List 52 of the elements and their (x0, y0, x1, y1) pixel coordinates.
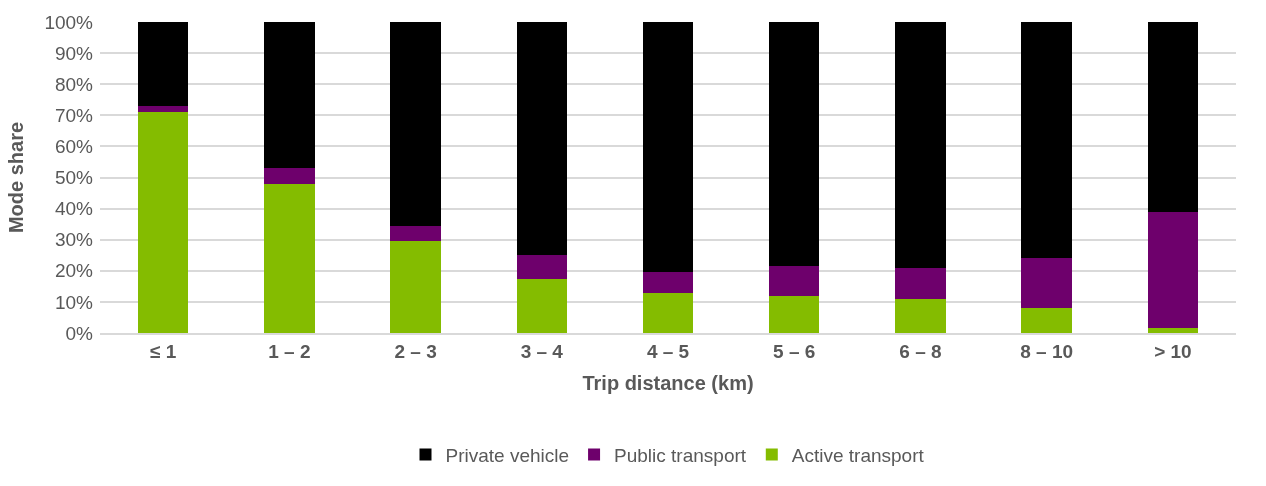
legend-label: Active transport (791, 444, 925, 466)
bar (137, 22, 189, 106)
bar (1021, 22, 1072, 259)
bar (895, 22, 946, 268)
bar (768, 266, 820, 296)
bar (1147, 22, 1199, 212)
legend-label: Private vehicle (445, 444, 570, 466)
bar (390, 22, 441, 226)
bar (1021, 308, 1072, 333)
y-axis-title: Mode share (4, 121, 27, 234)
y-tick-label: 100% (44, 11, 94, 33)
bar (642, 272, 694, 293)
y-tick-label: 30% (54, 229, 94, 251)
y-tick-label: 90% (54, 42, 94, 64)
bar (768, 295, 820, 333)
bar (642, 292, 694, 333)
y-tick-label: 70% (54, 104, 94, 126)
bar (516, 255, 568, 279)
y-tick-label: 50% (54, 167, 94, 189)
bar (264, 183, 315, 333)
y-tick-label: 80% (54, 73, 94, 95)
bar (516, 278, 568, 333)
bar (137, 112, 189, 333)
x-tick-label: 2 – 3 (394, 340, 437, 362)
bar (264, 22, 315, 169)
x-tick-label: 5 – 6 (773, 340, 816, 362)
x-axis-title: Trip distance (km) (582, 371, 754, 394)
bar (768, 22, 820, 267)
y-tick-label: 0% (65, 322, 94, 344)
y-tick-label: 20% (54, 260, 94, 282)
x-tick-label: 1 – 2 (268, 340, 311, 362)
y-tick-label: 40% (54, 198, 94, 220)
bar (642, 22, 694, 273)
x-tick-label: 6 – 8 (899, 340, 942, 362)
legend-label: Public transport (614, 444, 747, 466)
bar (390, 225, 441, 242)
y-tick-label: 60% (54, 136, 94, 158)
x-tick-label: ≤ 1 (149, 340, 177, 362)
bar (895, 298, 946, 333)
bar (516, 22, 568, 256)
bar (264, 168, 315, 184)
x-tick-label: 3 – 4 (520, 340, 564, 362)
x-tick-label: > 10 (1154, 340, 1192, 362)
bar (1147, 211, 1199, 329)
x-tick-label: 4 – 5 (646, 340, 690, 362)
bar (1147, 328, 1199, 333)
x-tick-label: 8 – 10 (1020, 340, 1074, 362)
bar (137, 105, 189, 113)
bar (1021, 258, 1072, 309)
bar (895, 267, 946, 299)
y-tick-label: 10% (54, 291, 94, 313)
bar (390, 241, 441, 333)
